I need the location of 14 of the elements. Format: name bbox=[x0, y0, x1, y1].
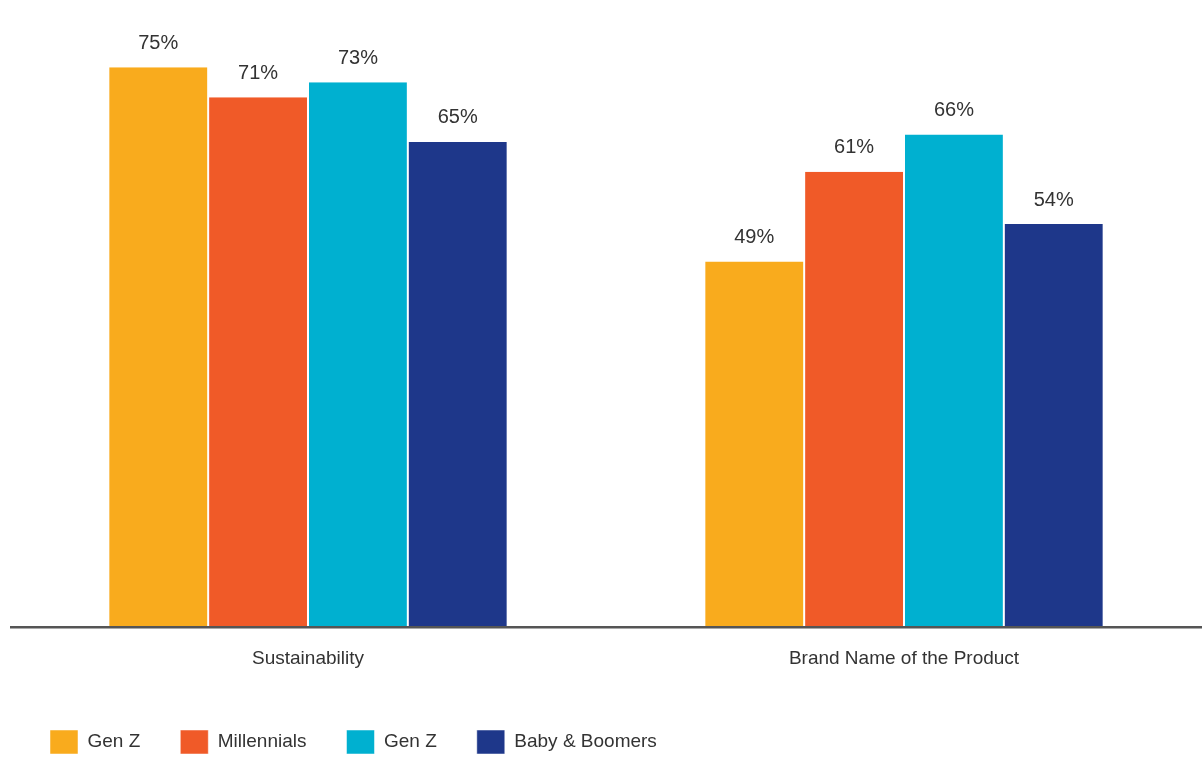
legend-label: Gen Z bbox=[384, 730, 438, 752]
legend-label: Millennials bbox=[217, 730, 307, 752]
data-label: 73% bbox=[337, 45, 379, 68]
data-label: 66% bbox=[933, 98, 975, 121]
data-label: 49% bbox=[734, 224, 775, 247]
data-label: 61% bbox=[834, 135, 875, 158]
legend-label: Baby & Boomers bbox=[514, 730, 657, 752]
data-label: 71% bbox=[238, 60, 279, 83]
data-label: 75% bbox=[138, 30, 179, 53]
data-label: 65% bbox=[437, 105, 478, 128]
data-label: 54% bbox=[1033, 187, 1074, 210]
x-tick-label: Sustainability bbox=[252, 646, 365, 668]
x-tick-label: Brand Name of the Product bbox=[788, 646, 1020, 668]
legend-label: Gen Z bbox=[87, 730, 141, 752]
